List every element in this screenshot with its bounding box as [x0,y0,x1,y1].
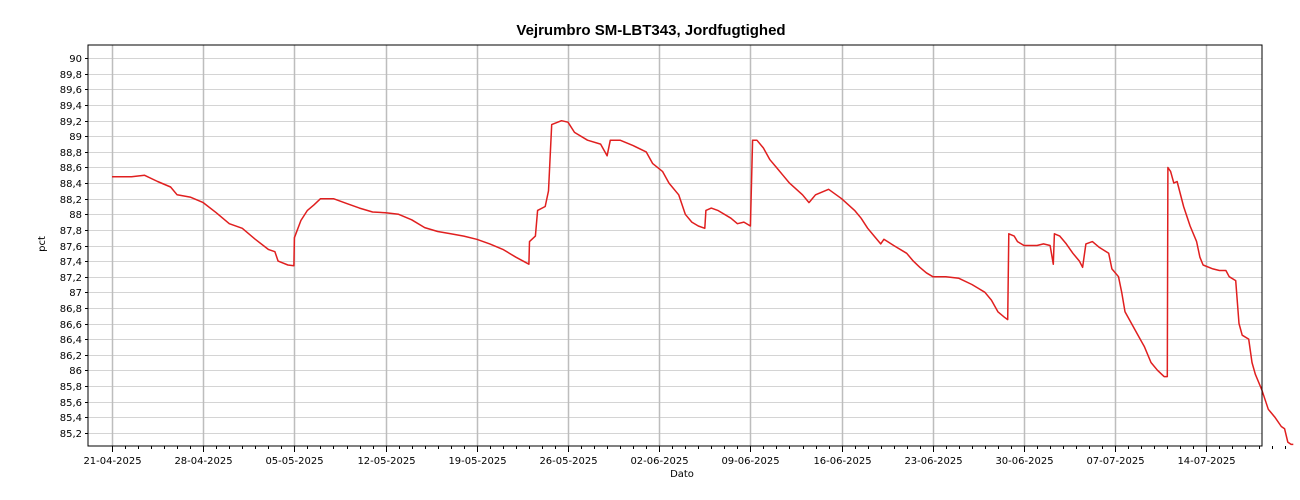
x-tick-label: 16-06-2025 [813,456,871,467]
chart-title: Vejrumbro SM-LBT343, Jordfugtighed [516,22,785,39]
x-tick-label: 19-05-2025 [448,456,506,467]
grid-lines [88,45,1262,446]
y-tick-label: 89,8 [60,70,82,81]
y-tick-label: 89,4 [60,101,82,112]
y-tick-label: 88,4 [60,179,82,190]
y-tick-label: 87 [69,288,82,299]
y-tick-label: 89 [69,132,82,143]
x-axis: 21-04-2025 28-04-2025 05-05-2025 12-05-2025… [83,446,1286,467]
y-tick-label: 86,6 [60,320,82,331]
x-tick-label: 26-05-2025 [539,456,597,467]
y-tick-label: 90 [69,54,82,65]
y-tick-label: 87,6 [60,242,82,253]
y-tick-label: 88 [69,210,82,221]
x-tick-label: 09-06-2025 [721,456,779,467]
x-axis-title: Dato [670,469,694,480]
plot-frame [87,44,1263,447]
y-tick-label: 87,2 [60,273,82,284]
y-tick-label: 86,4 [60,335,82,346]
y-tick-label: 85,6 [60,398,82,409]
y-tick-label: 85,4 [60,413,82,424]
x-tick-label: 14-07-2025 [1177,456,1235,467]
y-tick-label: 86,8 [60,304,82,315]
y-tick-label: 89,2 [60,117,82,128]
y-tick-label: 89,6 [60,85,82,96]
y-tick-label: 87,4 [60,257,82,268]
x-tick-label: 30-06-2025 [995,456,1053,467]
y-tick-label: 85,2 [60,429,82,440]
y-axis-title: pct [37,236,48,252]
series-line [112,119,1294,446]
y-tick-label: 88,2 [60,195,82,206]
x-tick-label: 05-05-2025 [265,456,323,467]
y-axis: 85,2 85,4 85,6 85,8 86 86,2 86,4 86,6 86,8 87 87,2… [60,54,88,440]
x-tick-label: 12-05-2025 [357,456,415,467]
x-tick-label: 28-04-2025 [174,456,232,467]
y-tick-label: 85,8 [60,382,82,393]
y-tick-label: 86 [69,366,82,377]
x-tick-label: 07-07-2025 [1086,456,1144,467]
x-tick-label: 23-06-2025 [904,456,962,467]
y-tick-label: 86,2 [60,351,82,362]
data-series-group [112,119,1294,446]
y-tick-label: 88,8 [60,148,82,159]
y-tick-label: 88,6 [60,163,82,174]
x-tick-label: 02-06-2025 [630,456,688,467]
y-tick-label: 87,8 [60,226,82,237]
x-tick-label: 21-04-2025 [83,456,141,467]
